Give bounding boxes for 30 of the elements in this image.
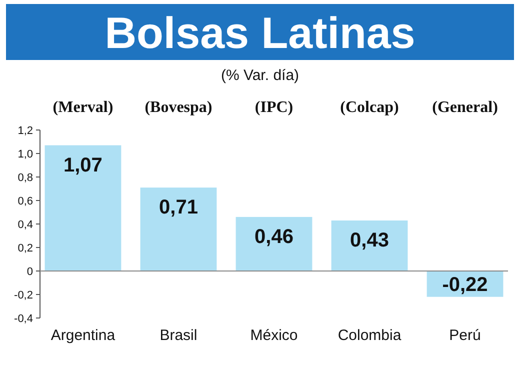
y-tick-label: -0,2: [14, 290, 33, 302]
y-tick-label: 1,2: [18, 125, 33, 137]
x-tick-label: México: [250, 327, 298, 344]
bar: [140, 188, 217, 271]
bar: [236, 216, 312, 271]
x-tick-label: Colombia: [338, 327, 402, 344]
data-label: 0,46: [254, 226, 294, 248]
x-tick-label: Brasil: [160, 327, 198, 344]
text: (Colcap): [340, 99, 399, 116]
y-tick-label: 0,2: [18, 242, 33, 254]
data-label: -0,22: [442, 274, 488, 296]
data-label: 0,71: [159, 196, 198, 219]
y-tick-label: -0,4: [14, 313, 33, 325]
text: (General): [432, 99, 498, 116]
text: (IPC): [254, 99, 294, 116]
data-label: 1,07: [64, 154, 102, 176]
y-tick-label: 0,6: [18, 196, 33, 208]
bar: [331, 220, 408, 271]
text: (Merval): [52, 99, 114, 116]
bar: [44, 145, 122, 271]
x-tick-label: Perú: [449, 327, 481, 344]
x-tick-label: Argentina: [50, 327, 116, 344]
y-tick-label: 1,0: [18, 148, 33, 160]
data-label: 0,43: [350, 229, 389, 252]
chart-title: Bolsas Latinas: [104, 9, 416, 58]
y-tick-label: 0,8: [18, 172, 33, 184]
y-tick-label: 0: [26, 266, 33, 278]
text: (Bovespa): [144, 99, 212, 116]
chart-subtitle: (% Var. día): [220, 67, 300, 84]
y-tick-label: 0,4: [18, 219, 33, 231]
